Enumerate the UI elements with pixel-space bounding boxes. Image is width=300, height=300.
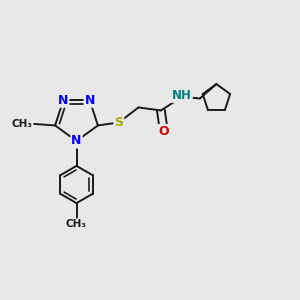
Text: NH: NH: [172, 89, 192, 102]
Text: S: S: [114, 116, 123, 129]
Text: O: O: [159, 125, 169, 138]
Text: N: N: [58, 94, 68, 107]
Text: CH₃: CH₃: [12, 119, 33, 129]
Text: N: N: [85, 94, 95, 107]
Text: CH₃: CH₃: [66, 219, 87, 229]
Text: N: N: [71, 134, 82, 148]
